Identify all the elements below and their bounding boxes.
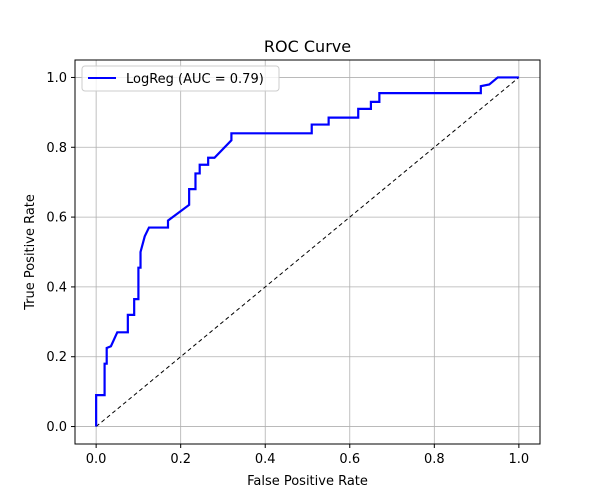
legend-box	[81, 65, 280, 92]
y-tick-label: 1.0	[46, 71, 67, 86]
y-axis-label: True Positive Rate	[23, 194, 38, 311]
y-tick-label: 0.2	[46, 350, 67, 365]
roc-curve-line	[95, 76, 519, 427]
axes-frame	[74, 59, 541, 445]
x-axis-label: False Positive Rate	[247, 474, 368, 489]
plot-area	[95, 76, 520, 427]
chart-title: ROC Curve	[264, 37, 351, 56]
y-tick-label: 0.8	[46, 141, 67, 156]
x-tick-label: 0.0	[86, 452, 107, 467]
chance-diagonal-line	[95, 77, 520, 427]
y-tick-label: 0.0	[46, 420, 67, 435]
y-tick-label: 0.6	[46, 211, 67, 226]
y-axis-ticks: 0.0 0.2 0.4 0.6 0.8 1.0	[46, 71, 75, 435]
x-axis-ticks: 0.0 0.2 0.4 0.6 0.8 1.0	[86, 444, 529, 467]
y-tick-label: 0.4	[46, 280, 67, 295]
x-tick-label: 0.8	[424, 452, 445, 467]
x-tick-label: 1.0	[509, 452, 530, 467]
x-tick-label: 0.6	[339, 452, 360, 467]
x-tick-label: 0.2	[170, 452, 191, 467]
legend-label: LogReg (AUC = 0.79)	[126, 72, 264, 87]
legend: LogReg (AUC = 0.79)	[81, 65, 280, 92]
x-tick-label: 0.4	[255, 452, 276, 467]
